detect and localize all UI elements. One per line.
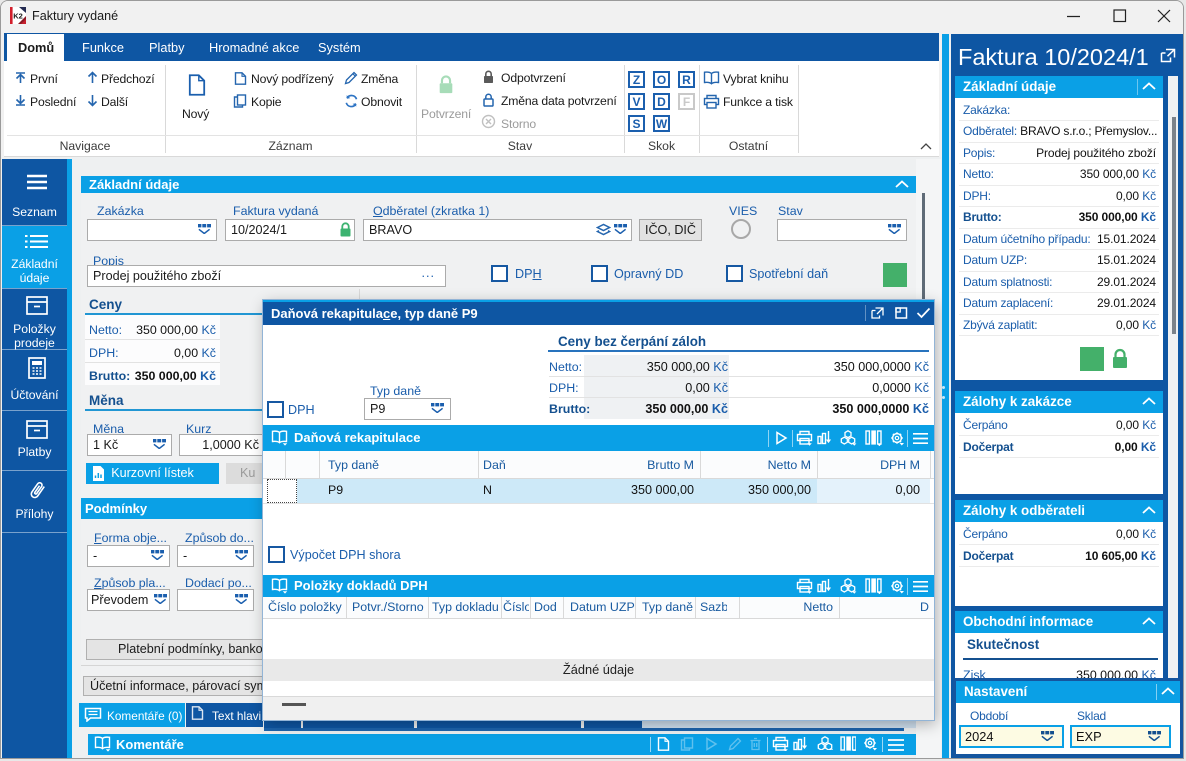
svg-text:K2: K2 xyxy=(13,12,23,21)
